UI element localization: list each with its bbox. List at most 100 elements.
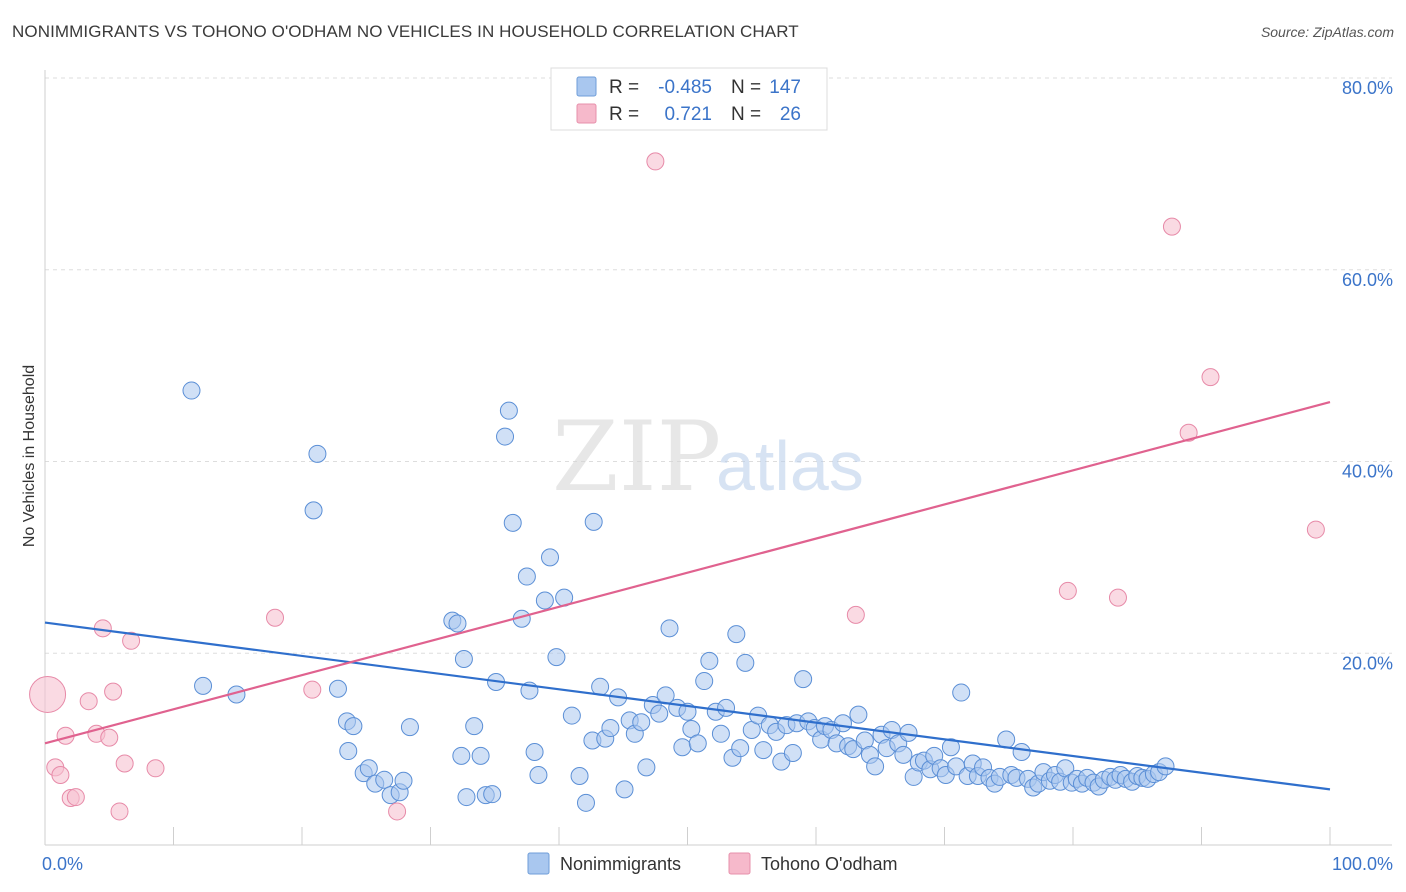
data-point-nonimmigrants	[700, 651, 719, 670]
y-tick-label: 40.0%	[1342, 462, 1393, 482]
legend-n-value: 26	[780, 104, 801, 125]
legend-swatch-tohono-oodham	[576, 103, 597, 124]
data-point-nonimmigrants	[632, 713, 651, 732]
x-tick-label: 0.0%	[42, 854, 83, 874]
data-point-nonimmigrants	[783, 743, 802, 762]
y-tick-label: 60.0%	[1342, 270, 1393, 290]
data-point-nonimmigrants	[454, 650, 473, 669]
data-point-nonimmigrants	[308, 444, 327, 463]
data-point-tohono-oodham	[646, 152, 665, 171]
data-point-tohono-oodham	[846, 605, 865, 624]
source-label: Source: ZipAtlas.com	[1260, 24, 1394, 40]
data-point-tohono-oodham	[104, 682, 123, 701]
data-point-nonimmigrants	[400, 718, 419, 737]
data-point-tohono-oodham	[115, 754, 134, 773]
data-point-nonimmigrants	[584, 512, 603, 531]
data-point-nonimmigrants	[344, 717, 363, 736]
data-point-nonimmigrants	[866, 757, 885, 776]
data-point-nonimmigrants	[525, 743, 544, 762]
data-point-nonimmigrants	[529, 766, 548, 785]
legend-n-label: N =	[731, 77, 761, 98]
legend-swatch-nonimmigrants	[576, 76, 597, 97]
data-point-nonimmigrants	[535, 591, 554, 610]
series-legend-label-tohono-oodham: Tohono O'odham	[761, 854, 898, 874]
data-point-tohono-oodham	[122, 631, 141, 650]
series-legend: Nonimmigrants Tohono O'odham	[527, 852, 898, 875]
gridlines	[45, 77, 1392, 654]
legend-r-label: R =	[609, 77, 639, 98]
watermark-zip: ZIP	[552, 401, 721, 513]
data-point-nonimmigrants	[695, 672, 714, 691]
data-point-nonimmigrants	[339, 742, 358, 761]
data-point-tohono-oodham	[303, 680, 322, 699]
data-point-nonimmigrants	[650, 704, 669, 723]
axes	[44, 70, 1392, 846]
series-legend-label-nonimmigrants: Nonimmigrants	[560, 854, 681, 874]
data-point-nonimmigrants	[375, 770, 394, 789]
data-point-nonimmigrants	[727, 625, 746, 644]
data-point-nonimmigrants	[452, 746, 471, 765]
data-point-nonimmigrants	[849, 705, 868, 724]
data-point-nonimmigrants	[717, 698, 736, 717]
data-point-nonimmigrants	[465, 717, 484, 736]
stats-legend: R = -0.485 N = 147 R = 0.721 N = 26	[550, 67, 828, 131]
data-point-nonimmigrants	[894, 745, 913, 764]
y-tick-label: 20.0%	[1342, 653, 1393, 673]
trendline-nonimmigrants	[44, 621, 1331, 791]
data-point-tohono-oodham	[1179, 423, 1198, 442]
data-point-tohono-oodham	[66, 788, 85, 807]
data-point-nonimmigrants	[304, 501, 323, 520]
data-point-nonimmigrants	[562, 706, 581, 725]
legend-n-label: N =	[731, 104, 761, 125]
series-tohono-oodham	[29, 152, 1325, 821]
data-point-tohono-oodham	[29, 675, 67, 713]
data-point-nonimmigrants	[833, 714, 852, 733]
y-tick-labels: 20.0% 40.0% 60.0% 80.0%	[1342, 78, 1393, 673]
data-point-tohono-oodham	[1108, 588, 1127, 607]
series-legend-swatch-nonimmigrants	[527, 852, 550, 875]
data-point-tohono-oodham	[110, 802, 129, 821]
data-point-tohono-oodham	[146, 759, 165, 778]
data-point-nonimmigrants	[547, 648, 566, 667]
data-point-nonimmigrants	[576, 793, 595, 812]
trendline-tohono-oodham	[44, 400, 1331, 745]
y-tick-label: 80.0%	[1342, 78, 1393, 98]
data-point-nonimmigrants	[711, 724, 730, 743]
data-point-nonimmigrants	[688, 734, 707, 753]
legend-r-value: 0.721	[664, 104, 712, 125]
data-point-nonimmigrants	[499, 401, 518, 420]
data-point-nonimmigrants	[328, 679, 347, 698]
y-axis-label: No Vehicles in Household	[21, 365, 38, 547]
data-point-tohono-oodham	[1201, 368, 1220, 387]
data-point-tohono-oodham	[1306, 520, 1325, 539]
data-point-nonimmigrants	[673, 738, 692, 757]
data-point-nonimmigrants	[448, 614, 467, 633]
data-point-tohono-oodham	[79, 692, 98, 711]
data-point-tohono-oodham	[100, 728, 119, 747]
data-point-nonimmigrants	[941, 738, 960, 757]
data-point-tohono-oodham	[51, 766, 70, 785]
data-point-nonimmigrants	[1012, 743, 1031, 762]
data-point-nonimmigrants	[496, 427, 515, 446]
data-point-nonimmigrants	[194, 676, 213, 695]
data-point-nonimmigrants	[952, 683, 971, 702]
watermark-atlas: atlas	[716, 427, 864, 505]
legend-r-value: -0.485	[658, 77, 712, 98]
x-tick-labels: 0.0% 100.0%	[42, 854, 1393, 874]
data-point-nonimmigrants	[517, 567, 536, 586]
data-point-tohono-oodham	[388, 802, 407, 821]
data-point-nonimmigrants	[483, 785, 502, 804]
data-point-nonimmigrants	[731, 739, 750, 758]
data-point-nonimmigrants	[615, 780, 634, 799]
data-point-nonimmigrants	[570, 766, 589, 785]
data-point-tohono-oodham	[266, 608, 285, 627]
data-point-nonimmigrants	[660, 619, 679, 638]
legend-n-value: 147	[769, 77, 801, 98]
series-nonimmigrants	[182, 381, 1175, 812]
data-point-nonimmigrants	[182, 381, 201, 400]
data-point-nonimmigrants	[457, 788, 476, 807]
data-point-nonimmigrants	[637, 758, 656, 777]
data-point-tohono-oodham	[1162, 217, 1181, 236]
legend-r-label: R =	[609, 104, 639, 125]
